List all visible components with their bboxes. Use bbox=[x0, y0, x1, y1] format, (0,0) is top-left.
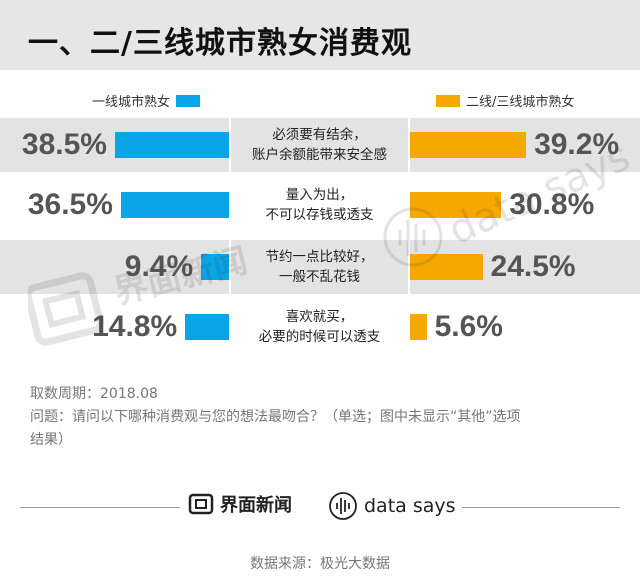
footer-data-says: data says bbox=[328, 491, 456, 521]
value-label-tier23: 5.6% bbox=[434, 310, 503, 343]
row-divider-left bbox=[229, 118, 231, 172]
bar-tier23 bbox=[410, 132, 527, 158]
value-label-tier1: 38.5% bbox=[21, 128, 107, 161]
row-divider-left bbox=[229, 240, 231, 294]
footer-brand-text: 界面新闻 bbox=[220, 495, 292, 516]
value-label-tier23: 24.5% bbox=[490, 250, 576, 283]
value-label-tier23: 39.2% bbox=[534, 128, 620, 161]
data-says-logo-icon bbox=[329, 492, 357, 520]
bar-tier1 bbox=[185, 314, 229, 340]
legend-tier23-swatch bbox=[436, 94, 460, 107]
legend-tier1-label: 一线城市熟女 bbox=[92, 95, 171, 110]
value-label-tier1: 36.5% bbox=[27, 188, 113, 221]
category-label-line: 喜欢就买， bbox=[285, 309, 354, 325]
category-label-line: 账户余额能带来安全感 bbox=[252, 147, 387, 163]
title-band bbox=[0, 0, 640, 70]
footer-rule-right bbox=[462, 507, 620, 508]
chart-row: 14.8% 5.6% 喜欢就买， 必要的时候可以透支 bbox=[0, 300, 640, 354]
legend-tier23-label: 二线/三线城市熟女 bbox=[466, 95, 575, 110]
footer-rule-left bbox=[20, 507, 180, 508]
legend-tier23: 二线/三线城市熟女 bbox=[436, 91, 574, 110]
category-label-line: 一般不乱花钱 bbox=[279, 269, 360, 285]
chart-row: 38.5% 39.2% 必须要有结余， 账户余额能带来安全感 bbox=[0, 118, 640, 172]
category-label: 喜欢就买， 必要的时候可以透支 bbox=[231, 307, 408, 347]
value-label-tier23: 30.8% bbox=[509, 188, 595, 221]
category-label-line: 量入为出， bbox=[285, 187, 354, 203]
row-divider-left bbox=[229, 300, 231, 354]
category-label: 节约一点比较好， 一般不乱花钱 bbox=[231, 247, 408, 287]
note-question-line1: 问题：请问以下哪种消费观与您的想法最吻合？（单选；图中未显示“其他”选项 bbox=[30, 409, 521, 425]
row-divider-right bbox=[408, 300, 410, 354]
brand-logo-icon bbox=[188, 493, 214, 515]
row-divider-left bbox=[229, 178, 231, 232]
bar-tier23 bbox=[410, 314, 427, 340]
row-divider-right bbox=[408, 240, 410, 294]
footer-brand: 界面新闻 bbox=[188, 491, 292, 517]
data-source: 数据来源：极光大数据 bbox=[250, 556, 390, 572]
legend-tier1: 一线城市熟女 bbox=[92, 91, 201, 110]
note-question-line2: 结果） bbox=[30, 432, 72, 448]
page-title: 一、二/三线城市熟女消费观 bbox=[28, 26, 412, 61]
footer-data-text: data says bbox=[364, 495, 456, 517]
value-label-tier1: 9.4% bbox=[124, 250, 194, 283]
note-period: 取数周期：2018.08 bbox=[30, 386, 158, 402]
bar-tier1 bbox=[115, 132, 229, 158]
category-label-line: 不可以存钱或透支 bbox=[265, 207, 374, 223]
category-label-line: 必须要有结余， bbox=[272, 127, 367, 143]
row-divider-right bbox=[408, 178, 410, 232]
category-label: 量入为出， 不可以存钱或透支 bbox=[231, 185, 408, 225]
legend-tier1-swatch bbox=[176, 94, 201, 107]
category-label-line: 必要的时候可以透支 bbox=[258, 329, 381, 345]
row-divider-right bbox=[408, 118, 410, 172]
bar-tier23 bbox=[410, 192, 502, 218]
category-label: 必须要有结余， 账户余额能带来安全感 bbox=[231, 125, 408, 165]
bar-tier1 bbox=[120, 192, 229, 218]
value-label-tier1: 14.8% bbox=[92, 310, 178, 343]
bar-tier23 bbox=[410, 254, 483, 280]
chart-row: 9.4% 24.5% 节约一点比较好， 一般不乱花钱 bbox=[0, 240, 640, 294]
chart-row: 36.5% 30.8% 量入为出， 不可以存钱或透支 bbox=[0, 178, 640, 232]
bar-tier1 bbox=[201, 254, 229, 280]
category-label-line: 节约一点比较好， bbox=[265, 249, 374, 265]
